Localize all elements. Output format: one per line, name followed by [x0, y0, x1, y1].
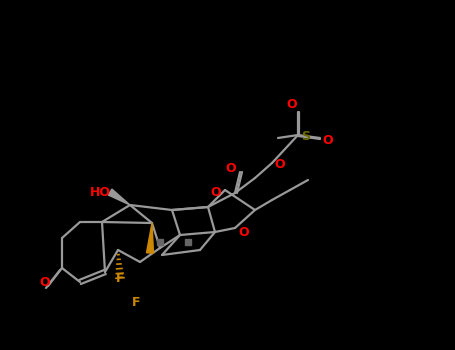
- Text: HO: HO: [90, 186, 111, 198]
- Polygon shape: [147, 223, 153, 253]
- Polygon shape: [108, 189, 130, 205]
- Text: O: O: [275, 159, 285, 172]
- Text: O: O: [239, 225, 249, 238]
- Text: F: F: [132, 295, 140, 308]
- Text: F: F: [116, 272, 124, 285]
- Text: S: S: [302, 131, 310, 144]
- Text: O: O: [211, 186, 221, 198]
- Text: O: O: [287, 98, 297, 111]
- Text: O: O: [40, 275, 51, 288]
- Text: O: O: [323, 133, 334, 147]
- Text: O: O: [226, 161, 236, 175]
